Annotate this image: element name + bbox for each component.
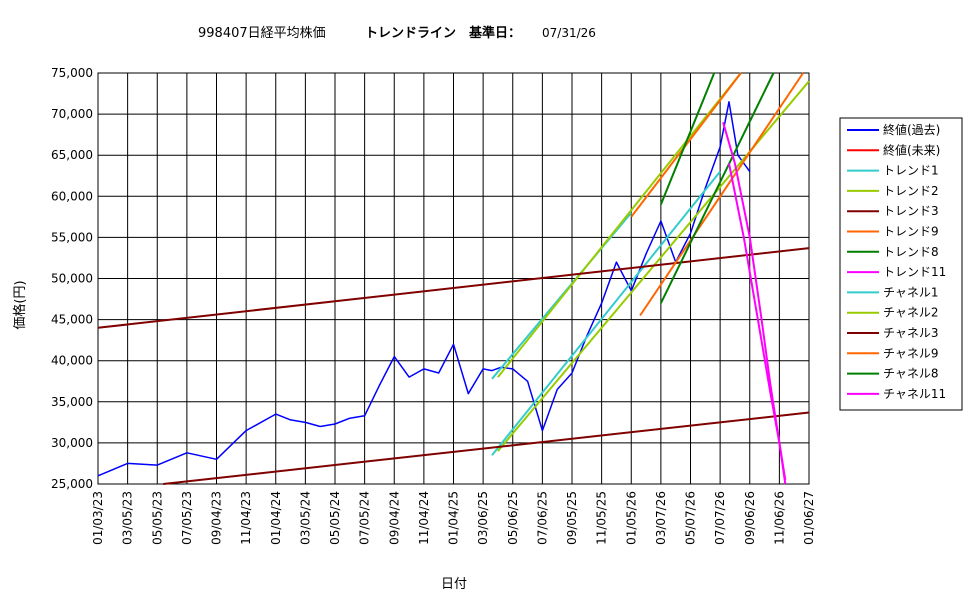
legend-item: トレンド11: [883, 265, 946, 279]
series-line: [728, 163, 787, 481]
x-tick-label: 03/06/25: [476, 491, 490, 545]
legend-item: 終値(過去): [883, 122, 940, 137]
series-line: [659, 72, 716, 205]
legend-item: トレンド8: [883, 245, 939, 259]
x-tick-label: 03/07/26: [654, 491, 668, 545]
x-tick-label: 09/05/25: [565, 491, 579, 545]
series-line: [660, 72, 775, 304]
x-tick-label: 07/05/23: [180, 491, 194, 545]
legend-item: トレンド3: [883, 204, 939, 218]
y-tick-label: 45,000: [51, 313, 93, 327]
legend-item: チャネル8: [883, 367, 939, 381]
series-group: [97, 72, 810, 485]
x-tick-label: 09/04/23: [210, 491, 224, 545]
legend-item: チャネル11: [883, 387, 946, 401]
x-tick-label: 05/07/26: [684, 491, 698, 545]
series-line: [97, 247, 810, 329]
x-tick-label: 11/04/23: [239, 491, 253, 545]
legend-item: トレンド9: [883, 225, 939, 239]
series-line: [497, 72, 742, 378]
x-tick-label: 11/06/26: [772, 491, 786, 545]
x-axis-label: 日付: [441, 577, 467, 592]
x-tick-label: 01/04/25: [447, 491, 461, 545]
legend-item: トレンド2: [883, 184, 939, 198]
legend-item: チャネル3: [883, 326, 939, 340]
y-tick-label: 50,000: [51, 272, 93, 286]
x-tick-label: 01/03/23: [91, 491, 105, 545]
series-line: [639, 72, 804, 317]
x-tick-label: 07/05/24: [358, 491, 372, 545]
x-tick-label: 07/06/25: [535, 491, 549, 545]
legend-item: チャネル9: [883, 346, 939, 360]
y-tick-label: 65,000: [51, 148, 93, 162]
x-tick-label: 03/05/23: [121, 491, 135, 545]
x-tick-label: 01/06/27: [802, 491, 816, 545]
legend-box: [839, 117, 963, 411]
grid: [97, 72, 810, 485]
legend-item: チャネル1: [883, 285, 939, 299]
x-tick-label: 05/06/25: [506, 491, 520, 545]
series-line: [491, 170, 721, 456]
y-tick-label: 35,000: [51, 395, 93, 409]
y-tick-label: 40,000: [51, 354, 93, 368]
x-tick-label: 01/05/26: [624, 491, 638, 545]
y-tick-label: 55,000: [51, 230, 93, 244]
x-tick-label: 09/04/24: [387, 491, 401, 545]
y-tick-label: 30,000: [51, 436, 93, 450]
y-tick-label: 60,000: [51, 189, 93, 203]
y-axis-ticks: 25,000 30,000 35,000 40,000 45,000 50,000 55,0…: [51, 66, 93, 491]
chart-title-right: トレンドライン 基準日：: [365, 25, 521, 41]
series-line: [97, 101, 751, 477]
legend-item: トレンド1: [883, 164, 939, 178]
x-axis-ticks: 01/03/23 03/05/23 05/05/23 07/05/23 09/04/23…: [91, 491, 816, 545]
x-tick-label: 11/05/25: [595, 491, 609, 545]
x-tick-label: 05/05/24: [328, 491, 342, 545]
x-tick-label: 07/07/26: [713, 491, 727, 545]
chart-title-left: 998407日経平均株価: [198, 26, 326, 41]
x-tick-label: 11/04/24: [417, 491, 431, 545]
legend-item: チャネル2: [883, 306, 939, 320]
series-line: [163, 411, 810, 485]
legend-item: 終値(未来): [883, 142, 940, 157]
legend: 終値(過去) 終値(未来) トレンド1 トレンド2 トレンド3 トレンド9 トレンド8 トレン…: [847, 122, 946, 401]
x-tick-label: 03/05/24: [298, 491, 312, 545]
x-tick-label: 01/04/24: [269, 491, 283, 545]
y-axis-label: 価格(円): [12, 280, 28, 329]
x-tick-label: 05/05/23: [150, 491, 164, 545]
y-tick-label: 75,000: [51, 66, 93, 80]
y-tick-label: 70,000: [51, 107, 93, 121]
x-tick-label: 09/06/26: [743, 491, 757, 545]
y-tick-label: 25,000: [51, 477, 93, 491]
chart-base-date: 07/31/26: [542, 26, 596, 40]
